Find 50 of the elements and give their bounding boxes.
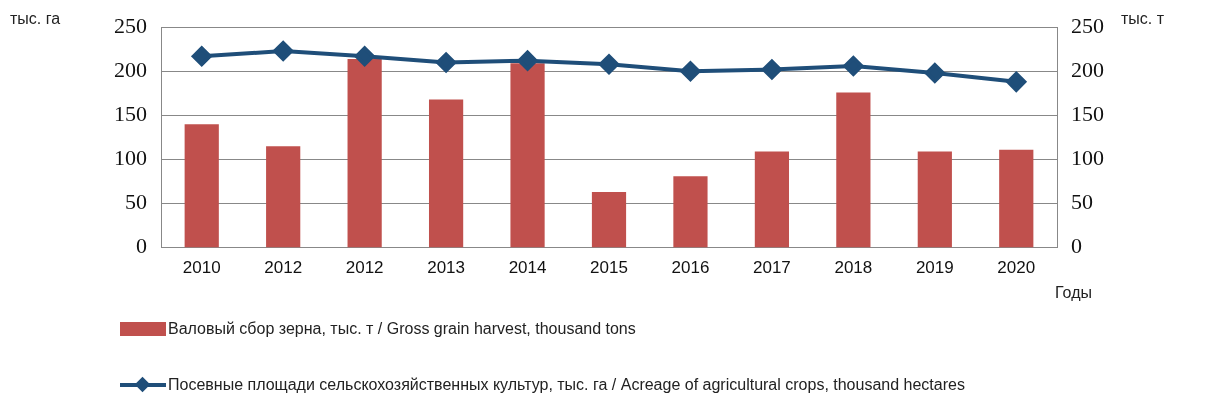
x-tick-label: 2014 [508,258,547,278]
x-tick-label: 2019 [915,258,954,278]
point [273,41,294,61]
y-tick-label: 0 [136,233,147,259]
point [1006,71,1027,92]
y-tick-label: 200 [114,57,147,83]
y-tick-label: 100 [114,145,147,171]
x-tick-label: 2020 [997,258,1036,278]
point [354,46,375,67]
y2-tick-label: 0 [1071,233,1082,259]
y2-tick-label: 100 [1071,145,1104,171]
y-tick-label: 50 [125,189,147,215]
bar [754,151,790,248]
x-tick-label: 2018 [834,258,873,278]
x-axis-title: Годы [1055,284,1092,302]
y2-tick-label: 150 [1071,101,1104,127]
bar [184,124,219,248]
bar [347,58,382,248]
legend-label: Валовый сбор зерна, тыс. т / Gross grain harvest, thousand tons [168,320,636,338]
point [436,52,457,73]
x-tick-label: 2015 [590,258,628,278]
y-tick-label: 150 [114,101,147,127]
bar [917,151,952,248]
bar [591,192,627,248]
y2-tick-label: 50 [1071,189,1093,215]
y2-axis-title: тыс. т [1120,10,1165,28]
x-tick-label: 2012 [264,258,303,278]
legend-label: Посевные площади сельскохозяйственных культур, тыс. га / Acreage of agricultural crops, thousand hectares [168,376,965,394]
y2-tick-label: 200 [1071,57,1104,83]
point [843,55,864,76]
x-tick-label: 2017 [753,258,791,278]
x-tick-label: 2010 [182,258,221,278]
bar [428,99,464,248]
point [517,50,538,71]
point [924,63,945,84]
y-axis-title: тыс. га [10,10,61,28]
point [599,54,619,75]
bar [510,63,545,248]
point [191,46,212,67]
x-tick-label: 2012 [345,258,384,278]
bar [266,146,301,248]
bar [836,92,871,248]
bar [999,149,1034,248]
y2-tick-label: 250 [1071,12,1104,38]
point [761,59,782,80]
point [680,61,701,82]
bar [673,176,708,248]
x-tick-label: 2013 [427,258,465,278]
y-tick-label: 250 [114,12,147,38]
x-tick-label: 2016 [671,258,710,278]
